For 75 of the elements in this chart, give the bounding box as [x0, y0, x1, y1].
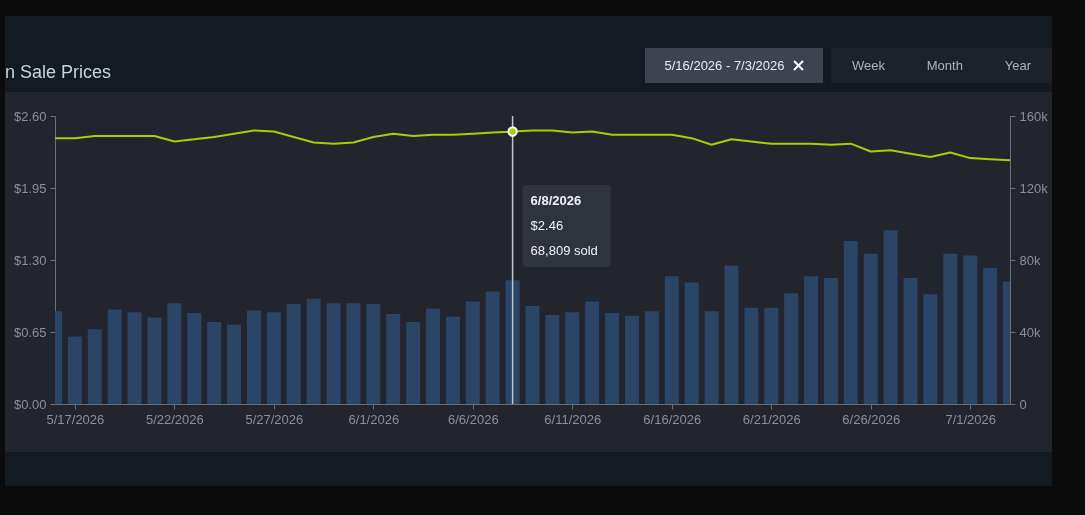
text: 5/16/2026 - 7/3/2026: [664, 58, 785, 73]
x-tick-label: 6/21/2026: [742, 411, 801, 427]
y-tick-label: $0.00: [13, 396, 47, 412]
y2-tick-label: 160k: [1019, 108, 1049, 124]
text: Week: [851, 58, 885, 73]
bar: [585, 301, 600, 404]
bar: [87, 329, 102, 404]
x-tick-label: 6/1/2026: [348, 411, 400, 427]
bar: [744, 307, 759, 404]
y-tick-label: $1.30: [13, 252, 47, 268]
y2-tick-label: 40k: [1019, 324, 1041, 340]
bar: [784, 293, 799, 404]
x-tick-label: 5/27/2026: [245, 411, 304, 427]
x-tick-label: 6/16/2026: [643, 411, 702, 427]
bar: [983, 268, 998, 404]
bar: [525, 305, 540, 404]
text: Year: [1004, 58, 1032, 73]
annotation: $2.46: [530, 218, 564, 233]
y-tick-label: $0.65: [13, 324, 47, 340]
bar: [883, 230, 898, 404]
bar: [923, 294, 938, 404]
bar: [804, 276, 819, 404]
x-tick-label: 6/6/2026: [448, 411, 499, 427]
y2-tick-label: 80k: [1019, 252, 1041, 268]
bar: [167, 303, 182, 404]
bar: [366, 304, 381, 404]
bar: [863, 253, 878, 404]
bar: [187, 313, 202, 404]
bar: [127, 312, 142, 404]
bar: [107, 309, 122, 404]
y2-tick-label: 120k: [1019, 180, 1049, 196]
bar: [843, 241, 858, 404]
bar: [406, 322, 421, 404]
bar: [943, 253, 958, 404]
x-tick-label: 5/17/2026: [46, 411, 105, 427]
bar: [704, 311, 719, 404]
bar: [724, 265, 739, 404]
bar: [644, 311, 659, 404]
bar: [565, 312, 580, 404]
bar: [605, 313, 620, 404]
bar: [306, 298, 321, 404]
bar: [286, 304, 301, 404]
x-tick-label: 6/11/2026: [544, 411, 602, 427]
bar: [963, 255, 978, 404]
bar: [684, 282, 699, 404]
bar: [246, 310, 261, 404]
y2-tick-label: 0: [1019, 396, 1027, 412]
bar: [445, 316, 460, 404]
chart-title: n Sale Prices: [5, 62, 112, 83]
bar: [545, 314, 560, 404]
bar: [386, 314, 401, 404]
bar: [624, 315, 639, 404]
bar: [147, 317, 162, 404]
bar: [266, 312, 281, 404]
annotation: 6/8/2026: [530, 193, 582, 208]
bar: [505, 280, 520, 404]
bar: [67, 336, 82, 404]
bar: [764, 307, 779, 404]
y-tick-label: $1.95: [13, 180, 47, 196]
x-tick-label: 6/26/2026: [842, 411, 901, 427]
x-tick-label: 5/22/2026: [145, 411, 204, 427]
bar: [903, 278, 918, 404]
y-tick-label: $2.60: [13, 108, 47, 124]
bar: [346, 303, 361, 404]
bar: [465, 301, 480, 404]
text: Month: [926, 58, 963, 73]
bar: [227, 324, 242, 404]
bar: [485, 291, 500, 404]
bar: [426, 308, 441, 404]
bar: [823, 278, 838, 404]
bar: [664, 276, 679, 404]
x-tick-label: 7/1/2026: [945, 411, 997, 427]
bar: [207, 322, 222, 404]
annotation: 68,809 sold: [530, 243, 598, 258]
bar: [326, 303, 341, 404]
